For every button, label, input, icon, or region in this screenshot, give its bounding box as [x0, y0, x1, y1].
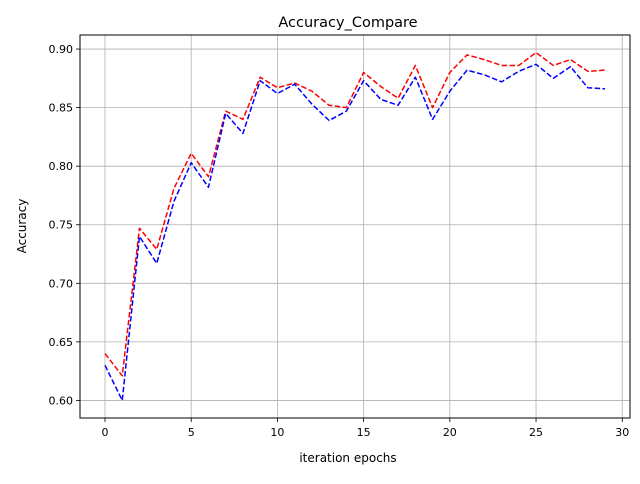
x-axis-label: iteration epochs — [299, 451, 396, 465]
x-tick-label: 10 — [270, 426, 284, 439]
y-tick-label: 0.90 — [49, 43, 74, 56]
y-tick-label: 0.75 — [49, 219, 74, 232]
series-line-2 — [104, 63, 606, 402]
x-tick-label: 25 — [529, 426, 543, 439]
grid — [80, 35, 630, 418]
x-tick-label: 0 — [102, 426, 109, 439]
y-tick-label: 0.85 — [49, 102, 74, 115]
series-layer — [104, 51, 606, 402]
x-tick-label: 30 — [615, 426, 629, 439]
y-tick-label: 0.60 — [49, 394, 74, 407]
y-tick-label: 0.80 — [49, 160, 74, 173]
x-tick-label: 20 — [443, 426, 457, 439]
x-tick-label: 5 — [188, 426, 195, 439]
y-tick-label: 0.70 — [49, 277, 74, 290]
series-line-1 — [104, 51, 606, 377]
y-axis-ticks: 0.60 0.65 0.70 0.75 0.80 0.85 0.90 — [49, 43, 80, 407]
x-tick-label: 15 — [357, 426, 371, 439]
chart-title: Accuracy_Compare — [278, 15, 417, 31]
y-tick-label: 0.65 — [49, 336, 74, 349]
x-axis-ticks: 0 5 10 15 20 25 30 — [102, 418, 629, 439]
plot-frame — [79, 34, 631, 419]
y-axis-label: Accuracy — [15, 199, 29, 254]
